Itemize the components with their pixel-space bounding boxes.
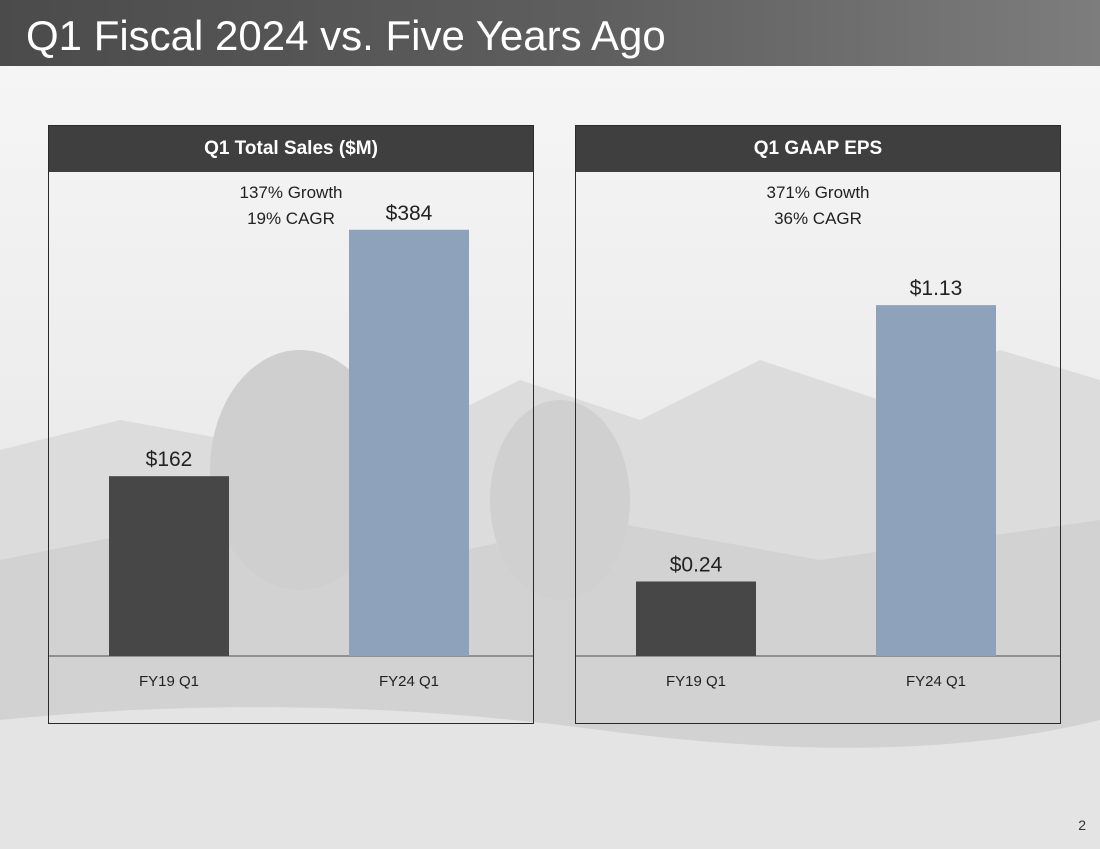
eps-data-label-1: $0.24 (670, 553, 723, 576)
title-bar: Q1 Fiscal 2024 vs. Five Years Ago (0, 0, 1100, 66)
eps-growth-text: 371% Growth (766, 183, 870, 202)
sales-chart-title: Q1 Total Sales ($M) (49, 126, 533, 172)
sales-chart: $162 FY19 Q1 $384 FY24 Q1 (49, 202, 533, 690)
eps-chart-title: Q1 GAAP EPS (576, 126, 1060, 172)
eps-cagr-text: 36% CAGR (774, 209, 862, 228)
eps-data-label-2: $1.13 (910, 277, 963, 300)
eps-category-label-2: FY24 Q1 (906, 673, 966, 690)
eps-category-label-1: FY19 Q1 (666, 673, 726, 690)
sales-growth-text: 137% Growth (239, 183, 343, 202)
eps-growth-note: 371% Growth 36% CAGR (576, 180, 1060, 232)
sales-category-label-2: FY24 Q1 (379, 673, 439, 690)
sales-data-label-2: $384 (386, 202, 433, 225)
eps-bar-2 (876, 305, 996, 656)
sales-data-label-1: $162 (146, 448, 193, 471)
eps-chart: $0.24 FY19 Q1 $1.13 FY24 Q1 (576, 277, 1060, 690)
sales-chart-panel: Q1 Total Sales ($M) 137% Growth 19% CAGR… (48, 125, 534, 724)
sales-bar-2 (349, 229, 469, 656)
eps-chart-panel: Q1 GAAP EPS 371% Growth 36% CAGR $0.24 FY… (575, 125, 1061, 724)
page-number: 2 (1078, 817, 1086, 833)
sales-growth-note: 137% Growth 19% CAGR (49, 180, 533, 232)
sales-bar-1 (109, 476, 229, 656)
sales-category-label-1: FY19 Q1 (139, 673, 199, 690)
slide-title: Q1 Fiscal 2024 vs. Five Years Ago (26, 12, 666, 59)
eps-bar-1 (636, 581, 756, 656)
sales-cagr-text: 19% CAGR (247, 209, 335, 228)
